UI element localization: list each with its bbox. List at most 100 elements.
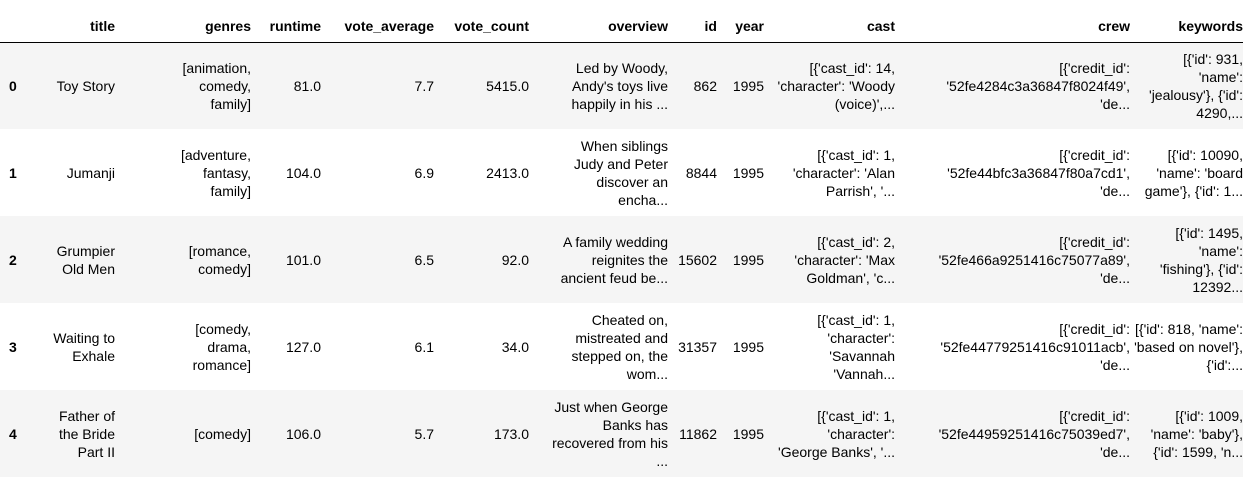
- header-keywords: keywords: [1130, 8, 1243, 43]
- cell-title-text: Waiting to Exhale: [53, 329, 115, 364]
- header-row: title genres runtime vote_average vote_c…: [0, 8, 1243, 43]
- cell-title: Toy Story: [30, 42, 115, 129]
- table-row: 1 Jumanji [adventure, fantasy, family] 1…: [0, 129, 1243, 216]
- header-vote-average: vote_average: [321, 8, 434, 43]
- cell-runtime: 81.0: [293, 77, 321, 94]
- cell-overview-text: When siblings Judy and Peter discover an…: [573, 137, 668, 208]
- cell-runtime: 101.0: [285, 251, 321, 268]
- dataframe-table: title genres runtime vote_average vote_c…: [0, 8, 1243, 477]
- cell-keywords: [{'id': 931, 'name': 'jealousy'}, {'id':…: [1130, 42, 1243, 129]
- cell-cast-text: [{'cast_id': 1, 'character': 'George Ban…: [778, 407, 895, 460]
- header-title: title: [30, 8, 115, 43]
- cell-cast-text: [{'cast_id': 2, 'character': 'Max Goldma…: [794, 233, 895, 286]
- cell-overview-text: Just when George Banks has recovered fro…: [552, 398, 668, 469]
- table-row: 2 Grumpier Old Men [romance, comedy] 101…: [0, 216, 1243, 303]
- cell-genres: [animation, comedy, family]: [115, 42, 251, 129]
- cell-overview-text: Led by Woody, Andy's toys live happily i…: [571, 59, 669, 112]
- cell-genres-text: [comedy]: [194, 425, 251, 442]
- cell-runtime: 104.0: [285, 164, 321, 181]
- cell-overview: A family wedding reignites the ancient f…: [529, 216, 668, 303]
- cell-keywords-text: [{'id': 931, 'name': 'jealousy'}, {'id':…: [1149, 50, 1243, 121]
- header-genres: genres: [115, 8, 251, 43]
- row-index: 0: [9, 77, 17, 94]
- cell-id: 8844: [685, 164, 717, 181]
- cell-runtime: 127.0: [285, 338, 321, 355]
- cell-cast-text: [{'cast_id': 1, 'character': 'Alan Parri…: [792, 146, 895, 199]
- row-index: 1: [9, 164, 17, 181]
- cell-overview: Just when George Banks has recovered fro…: [529, 390, 668, 477]
- table-row: 3 Waiting to Exhale [comedy, drama, roma…: [0, 303, 1243, 390]
- cell-crew: [{'credit_id': '52fe44959251416c75039ed7…: [895, 390, 1130, 477]
- header-cast: cast: [764, 8, 895, 43]
- cell-crew-text: [{'credit_id': '52fe44bfc3a36847f80a7cd1…: [947, 146, 1130, 199]
- cell-keywords: [{'id': 10090, 'name': 'board game'}, {'…: [1130, 129, 1243, 216]
- row-index: 3: [9, 338, 17, 355]
- cell-crew: [{'credit_id': '52fe466a9251416c75077a89…: [895, 216, 1130, 303]
- cell-genres: [adventure, fantasy, family]: [115, 129, 251, 216]
- cell-year: 1995: [732, 164, 764, 181]
- cell-genres: [comedy]: [115, 390, 251, 477]
- header-overview: overview: [529, 8, 668, 43]
- cell-genres-text: [animation, comedy, family]: [182, 59, 251, 112]
- cell-cast-text: [{'cast_id': 1, 'character': 'Savannah '…: [817, 311, 895, 382]
- cell-genres-text: [adventure, fantasy, family]: [180, 146, 251, 199]
- cell-title-text: Father of the Bride Part II: [58, 407, 115, 460]
- cell-crew: [{'credit_id': '52fe44779251416c91011acb…: [895, 303, 1130, 390]
- cell-year: 1995: [732, 425, 764, 442]
- cell-runtime: 106.0: [285, 425, 321, 442]
- cell-vote-count: 34.0: [501, 338, 529, 355]
- cell-vote-average: 7.7: [414, 77, 434, 94]
- cell-keywords-text: [{'id': 1009, 'name': 'baby'}, {'id': 15…: [1150, 407, 1243, 460]
- cell-title: Grumpier Old Men: [30, 216, 115, 303]
- cell-title-text: Toy Story: [56, 77, 115, 94]
- cell-id: 11862: [679, 425, 717, 442]
- cell-overview: Cheated on, mistreated and stepped on, t…: [529, 303, 668, 390]
- cell-cast-text: [{'cast_id': 14, 'character': 'Woody (vo…: [777, 59, 895, 112]
- cell-crew-text: [{'credit_id': '52fe4284c3a36847f8024f49…: [946, 59, 1130, 112]
- header-id: id: [668, 8, 717, 43]
- cell-crew: [{'credit_id': '52fe44bfc3a36847f80a7cd1…: [895, 129, 1130, 216]
- header-year: year: [717, 8, 764, 43]
- cell-vote-count: 173.0: [493, 425, 529, 442]
- cell-vote-average: 6.5: [414, 251, 434, 268]
- header-runtime: runtime: [251, 8, 321, 43]
- cell-id: 15602: [678, 251, 717, 268]
- cell-genres: [romance, comedy]: [115, 216, 251, 303]
- cell-id: 31357: [678, 338, 717, 355]
- header-vote-count: vote_count: [434, 8, 529, 43]
- cell-keywords: [{'id': 818, 'name': 'based on novel'}, …: [1130, 303, 1243, 390]
- header-crew: crew: [895, 8, 1130, 43]
- header-index: [0, 8, 30, 43]
- cell-overview-text: Cheated on, mistreated and stepped on, t…: [571, 311, 668, 382]
- cell-year: 1995: [732, 251, 764, 268]
- cell-genres-text: [romance, comedy]: [188, 242, 251, 277]
- cell-vote-average: 6.1: [414, 338, 434, 355]
- cell-cast: [{'cast_id': 1, 'character': 'Alan Parri…: [764, 129, 895, 216]
- cell-title: Jumanji: [30, 129, 115, 216]
- cell-overview: Led by Woody, Andy's toys live happily i…: [529, 42, 669, 129]
- cell-title: Waiting to Exhale: [30, 303, 115, 390]
- cell-title-text: Jumanji: [66, 164, 115, 181]
- cell-vote-average: 6.9: [414, 164, 434, 181]
- row-index: 2: [9, 251, 17, 268]
- cell-title: Father of the Bride Part II: [30, 390, 115, 477]
- cell-vote-count: 5415.0: [486, 77, 529, 94]
- cell-crew: [{'credit_id': '52fe4284c3a36847f8024f49…: [895, 42, 1130, 129]
- cell-overview-text: A family wedding reignites the ancient f…: [560, 233, 668, 286]
- table-row: 0 Toy Story [animation, comedy, family] …: [0, 42, 1243, 129]
- cell-vote-count: 2413.0: [486, 164, 529, 181]
- cell-keywords-text: [{'id': 818, 'name': 'based on novel'}, …: [1134, 320, 1243, 373]
- table-row: 4 Father of the Bride Part II [comedy] 1…: [0, 390, 1243, 477]
- cell-crew-text: [{'credit_id': '52fe44779251416c91011acb…: [940, 320, 1130, 373]
- cell-year: 1995: [732, 77, 764, 94]
- cell-overview: When siblings Judy and Peter discover an…: [529, 129, 668, 216]
- cell-cast: [{'cast_id': 1, 'character': 'Savannah '…: [764, 303, 895, 390]
- cell-title-text: Grumpier Old Men: [56, 242, 115, 277]
- cell-vote-count: 92.0: [501, 251, 529, 268]
- cell-id: 862: [693, 77, 717, 94]
- cell-cast: [{'cast_id': 1, 'character': 'George Ban…: [764, 390, 895, 477]
- cell-year: 1995: [732, 338, 764, 355]
- cell-keywords: [{'id': 1495, 'name': 'fishing'}, {'id':…: [1130, 216, 1243, 303]
- cell-crew-text: [{'credit_id': '52fe466a9251416c75077a89…: [938, 233, 1130, 286]
- cell-genres: [comedy, drama, romance]: [115, 303, 251, 390]
